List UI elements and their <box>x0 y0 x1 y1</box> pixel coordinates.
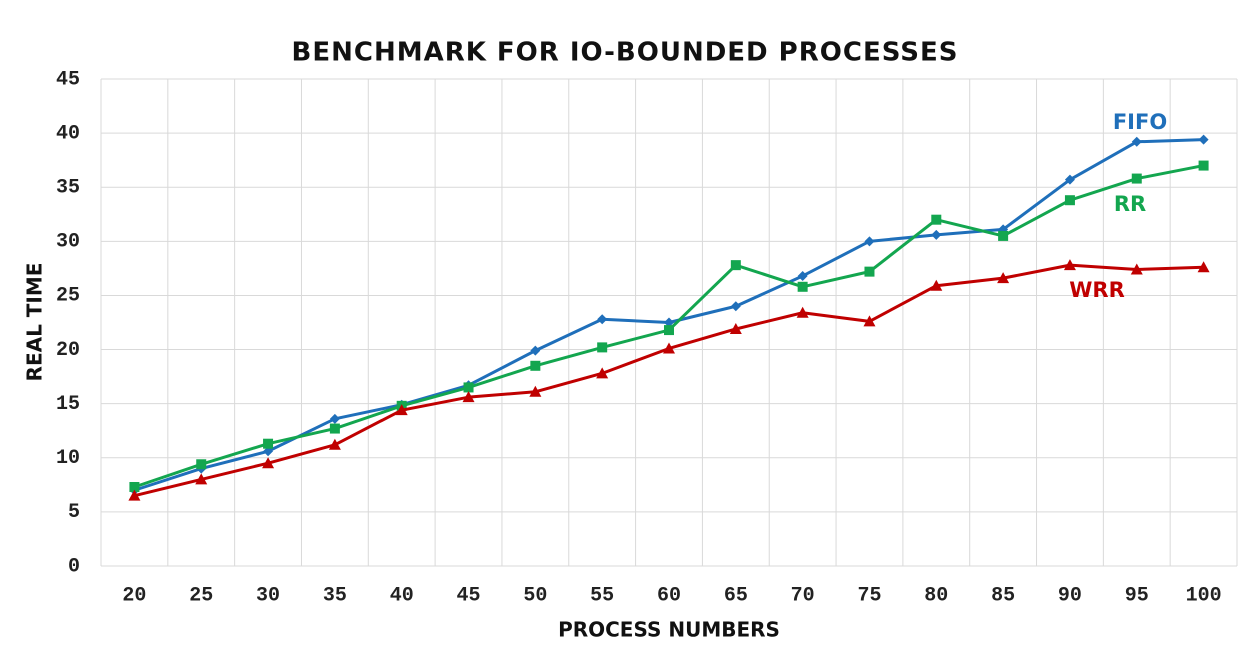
data-point <box>1198 160 1209 171</box>
y-tick-label: 10 <box>56 447 80 470</box>
data-point <box>463 382 474 393</box>
data-point <box>1131 136 1142 147</box>
data-point <box>263 438 274 449</box>
data-point <box>597 342 608 353</box>
data-point <box>930 279 943 291</box>
data-point <box>530 360 541 371</box>
series-label: FIFO <box>1113 110 1167 134</box>
y-tick-label: 0 <box>68 555 80 578</box>
data-point <box>730 301 741 312</box>
x-tick-label: 75 <box>857 584 881 607</box>
x-tick-label: 20 <box>122 584 146 607</box>
data-point <box>1064 174 1075 185</box>
data-point <box>1197 261 1210 273</box>
data-point <box>329 423 340 434</box>
data-point <box>328 438 341 450</box>
data-point <box>530 345 541 356</box>
data-point <box>462 391 475 403</box>
data-point <box>729 322 742 334</box>
x-tick-label: 70 <box>791 584 815 607</box>
x-tick-label: 100 <box>1186 584 1222 607</box>
series-label: WRR <box>1069 278 1125 302</box>
data-point <box>730 260 741 271</box>
x-tick-label: 95 <box>1125 584 1149 607</box>
data-point <box>128 489 141 501</box>
data-point <box>262 457 275 469</box>
y-tick-label: 45 <box>56 68 80 91</box>
series-label: RR <box>1114 192 1146 216</box>
y-tick-label: 15 <box>56 393 80 416</box>
data-point <box>195 473 208 485</box>
data-point <box>931 229 942 240</box>
data-point <box>664 325 674 336</box>
x-axis-label: PROCESS NUMBERS <box>558 618 780 642</box>
data-point <box>998 230 1009 241</box>
x-tick-label: 60 <box>657 584 681 607</box>
data-point <box>1130 263 1143 275</box>
x-tick-label: 85 <box>991 584 1015 607</box>
data-point <box>863 315 876 327</box>
y-tick-label: 5 <box>68 501 80 524</box>
y-axis-label: REAL TIME <box>23 263 47 382</box>
y-tick-label: 30 <box>56 231 80 254</box>
x-tick-label: 45 <box>457 584 481 607</box>
x-tick-label: 25 <box>189 584 213 607</box>
x-tick-label: 30 <box>256 584 280 607</box>
y-tick-label: 40 <box>56 122 80 145</box>
data-point <box>864 236 875 247</box>
x-tick-label: 35 <box>323 584 347 607</box>
chart-title: BENCHMARK FOR IO-BOUNDED PROCESSES <box>292 38 959 68</box>
data-point <box>196 459 207 470</box>
data-point <box>1064 195 1075 206</box>
x-tick-label: 50 <box>523 584 547 607</box>
data-point <box>931 214 942 225</box>
data-point <box>395 404 408 416</box>
data-point <box>1198 134 1209 145</box>
data-point <box>796 306 809 318</box>
data-point <box>596 367 609 379</box>
data-point <box>263 446 274 457</box>
data-point <box>797 270 808 281</box>
x-tick-label: 40 <box>390 584 414 607</box>
x-tick-label: 80 <box>924 584 948 607</box>
data-point <box>1131 173 1142 184</box>
data-point <box>597 314 608 325</box>
data-point <box>1063 259 1076 271</box>
y-tick-label: 35 <box>56 177 80 200</box>
data-point <box>663 342 675 354</box>
data-point <box>664 317 674 328</box>
x-tick-label: 90 <box>1058 584 1082 607</box>
series-line <box>134 263 1204 498</box>
x-tick-label: 55 <box>590 584 614 607</box>
data-point <box>529 385 542 397</box>
data-point <box>997 272 1010 284</box>
data-point <box>797 281 808 292</box>
y-tick-label: 20 <box>56 339 80 362</box>
data-point <box>129 481 140 492</box>
x-tick-label: 65 <box>724 584 748 607</box>
y-tick-label: 25 <box>56 285 80 308</box>
data-point <box>329 413 340 424</box>
data-point <box>864 266 875 277</box>
